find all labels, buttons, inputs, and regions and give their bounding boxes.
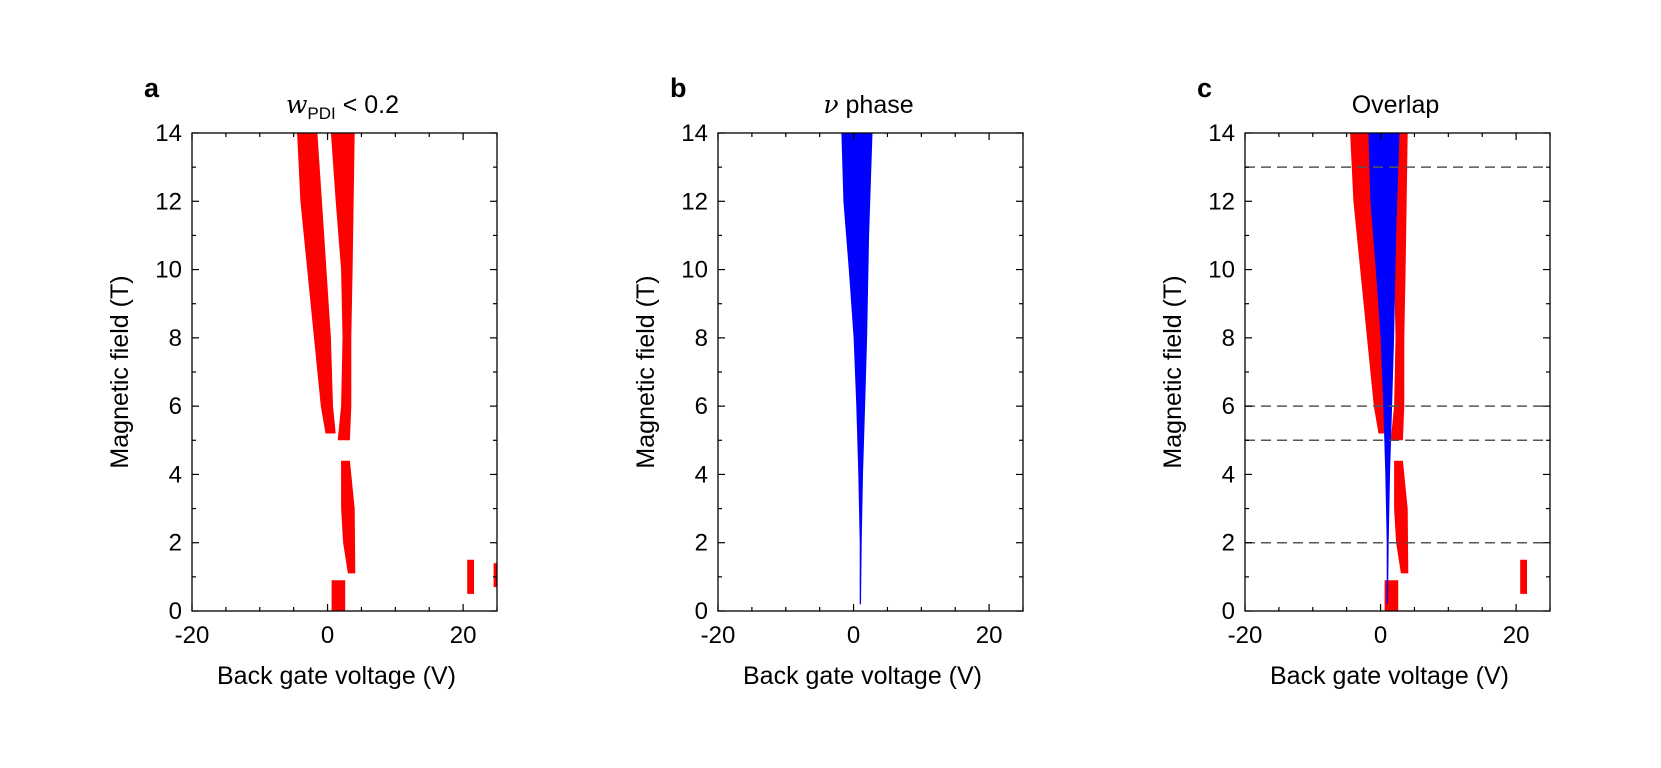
region-red-far-patch-1	[467, 559, 474, 594]
panel-title-subscript: PDI	[307, 104, 335, 123]
x-tick-label: 0	[847, 622, 860, 649]
panel-title: Overlap	[1352, 91, 1440, 119]
x-tick-label: -20	[701, 622, 736, 649]
data-regions	[1350, 133, 1527, 611]
y-axis-label: Magnetic field (T)	[106, 275, 134, 468]
y-tick-label: 8	[695, 325, 708, 352]
panel-title-variable: ν	[823, 90, 838, 119]
y-tick-label: 12	[155, 188, 182, 215]
y-tick-label: 14	[681, 120, 708, 147]
panel-letter: c	[1197, 73, 1212, 103]
y-tick-label: 0	[1222, 598, 1235, 625]
y-tick-label: 8	[169, 325, 182, 352]
y-tick-label: 2	[695, 530, 708, 557]
region-red-far-patch-2	[493, 563, 497, 588]
region-red-right-branch-upper	[330, 133, 355, 441]
region-blue-nu-phase	[841, 133, 873, 605]
x-axis-label: Back gate voltage (V)	[1270, 662, 1509, 690]
x-tick-label: 20	[976, 622, 1003, 649]
panel-title-rest: Overlap	[1352, 91, 1440, 119]
y-tick-label: 14	[1208, 120, 1235, 147]
y-tick-label: 4	[169, 461, 182, 488]
y-tick-label: 8	[1222, 325, 1235, 352]
region-red-bottom-patch	[1384, 580, 1399, 611]
y-tick-label: 2	[1222, 530, 1235, 557]
y-tick-label: 12	[1208, 188, 1235, 215]
region-red-left-branch	[297, 133, 336, 434]
y-axis-label: Magnetic field (T)	[1159, 275, 1187, 468]
x-tick-label: -20	[1228, 622, 1263, 649]
region-red-right-branch-lower	[341, 460, 356, 574]
y-tick-label: 0	[695, 598, 708, 625]
y-tick-label: 4	[1222, 461, 1235, 488]
x-axis-label: Back gate voltage (V)	[743, 662, 982, 690]
y-axis-label: Magnetic field (T)	[632, 275, 660, 468]
y-tick-label: 10	[1208, 257, 1235, 284]
panel-letter: b	[670, 73, 687, 103]
x-tick-label: -20	[175, 622, 210, 649]
y-tick-label: 0	[169, 598, 182, 625]
y-tick-label: 6	[695, 393, 708, 420]
region-blue-nu-phase	[1368, 133, 1400, 605]
axes-frame	[717, 132, 1024, 612]
y-tick-label: 14	[155, 120, 182, 147]
y-tick-label: 10	[155, 257, 182, 284]
x-tick-label: 0	[1374, 622, 1387, 649]
y-tick-label: 2	[169, 530, 182, 557]
y-tick-label: 6	[169, 393, 182, 420]
panel-title-variable: w	[286, 90, 307, 119]
panel-title: wPDI < 0.2	[286, 90, 399, 123]
y-tick-label: 4	[695, 461, 708, 488]
region-red-bottom-patch	[331, 580, 346, 611]
y-tick-label: 12	[681, 188, 708, 215]
region-red-left-branch	[1350, 133, 1389, 434]
data-regions	[841, 133, 873, 605]
region-red-far-patch-1	[1520, 559, 1527, 594]
panel-letter: a	[144, 73, 160, 103]
x-tick-label: 20	[450, 622, 477, 649]
region-red-right-branch-lower	[1394, 460, 1409, 574]
y-tick-label: 6	[1222, 393, 1235, 420]
panel-title: ν phase	[823, 90, 913, 119]
panel-title-rest: phase	[839, 91, 914, 119]
x-tick-label: 0	[321, 622, 334, 649]
data-regions	[297, 133, 497, 611]
x-axis-label: Back gate voltage (V)	[217, 662, 456, 690]
x-tick-label: 20	[1503, 622, 1530, 649]
y-tick-label: 10	[681, 257, 708, 284]
panel-title-rest: < 0.2	[336, 91, 399, 119]
